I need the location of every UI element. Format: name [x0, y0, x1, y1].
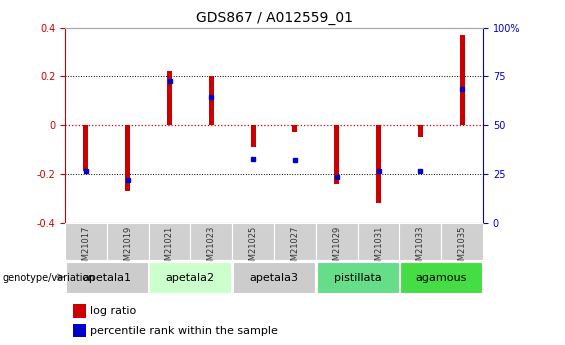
Bar: [149, 262, 232, 293]
Text: log ratio: log ratio: [90, 306, 136, 316]
Text: GSM21023: GSM21023: [207, 226, 216, 271]
Title: GDS867 / A012559_01: GDS867 / A012559_01: [195, 11, 353, 25]
Bar: [125, 125, 130, 191]
Bar: [399, 223, 441, 260]
Text: GSM21033: GSM21033: [416, 226, 425, 271]
Bar: [400, 262, 483, 293]
Bar: [251, 125, 255, 147]
Text: genotype/variation: genotype/variation: [3, 273, 95, 283]
Bar: [209, 76, 214, 125]
Bar: [293, 125, 297, 132]
Bar: [376, 125, 381, 203]
Text: GSM21029: GSM21029: [332, 226, 341, 271]
Text: apetala3: apetala3: [250, 273, 298, 283]
Text: GSM21017: GSM21017: [81, 226, 90, 271]
Bar: [274, 223, 316, 260]
Bar: [149, 223, 190, 260]
Text: GSM21035: GSM21035: [458, 226, 467, 271]
Bar: [66, 262, 148, 293]
Bar: [316, 262, 399, 293]
Bar: [233, 262, 315, 293]
Text: apetala1: apetala1: [82, 273, 131, 283]
Text: GSM21021: GSM21021: [165, 226, 174, 271]
Text: agamous: agamous: [416, 273, 467, 283]
Text: GSM21027: GSM21027: [290, 226, 299, 271]
Bar: [441, 223, 483, 260]
Bar: [73, 324, 86, 337]
Text: GSM21019: GSM21019: [123, 226, 132, 271]
Bar: [107, 223, 149, 260]
Bar: [65, 223, 107, 260]
Text: GSM21031: GSM21031: [374, 226, 383, 271]
Bar: [167, 71, 172, 125]
Text: GSM21025: GSM21025: [249, 226, 258, 271]
Bar: [460, 35, 464, 125]
Text: pistillata: pistillata: [334, 273, 381, 283]
Bar: [73, 304, 86, 317]
Bar: [84, 125, 88, 171]
Bar: [316, 223, 358, 260]
Bar: [358, 223, 399, 260]
Bar: [190, 223, 232, 260]
Text: percentile rank within the sample: percentile rank within the sample: [90, 326, 278, 336]
Bar: [418, 125, 423, 137]
Bar: [334, 125, 339, 184]
Text: apetala2: apetala2: [166, 273, 215, 283]
Bar: [232, 223, 274, 260]
